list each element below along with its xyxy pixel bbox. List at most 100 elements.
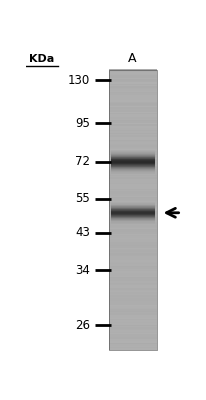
Text: 55: 55	[75, 192, 90, 206]
Bar	[109, 191, 157, 193]
Bar	[109, 134, 157, 136]
Bar	[109, 188, 157, 190]
Bar	[109, 173, 157, 175]
Bar	[109, 256, 157, 257]
Bar	[111, 153, 155, 154]
Bar	[109, 296, 157, 298]
Bar	[109, 145, 157, 147]
Bar	[109, 176, 157, 178]
Bar	[109, 316, 157, 318]
Bar	[109, 264, 157, 266]
Bar	[109, 211, 157, 212]
Bar	[109, 284, 157, 285]
Bar	[109, 116, 157, 117]
Bar	[109, 244, 157, 246]
Text: 95: 95	[75, 117, 90, 130]
Bar	[109, 309, 157, 311]
Bar	[109, 214, 157, 215]
Bar	[109, 78, 157, 79]
Bar	[109, 232, 157, 234]
Bar	[109, 128, 157, 130]
Bar	[109, 197, 157, 198]
Bar	[109, 82, 157, 84]
Bar	[109, 122, 157, 124]
Bar	[109, 281, 157, 282]
Bar	[109, 204, 157, 206]
Bar	[109, 242, 157, 243]
Bar	[109, 226, 157, 228]
Bar	[109, 76, 157, 78]
Bar	[109, 267, 157, 268]
Bar	[109, 260, 157, 262]
Bar	[109, 121, 157, 123]
Bar	[109, 136, 157, 138]
Bar	[109, 194, 157, 196]
Bar	[109, 330, 157, 332]
Bar	[109, 163, 157, 165]
Bar	[109, 183, 157, 184]
Bar	[109, 274, 157, 276]
Bar	[109, 310, 157, 312]
Bar	[109, 288, 157, 290]
Bar	[109, 221, 157, 222]
Bar	[109, 164, 157, 166]
Bar	[111, 164, 155, 165]
Bar	[109, 282, 157, 284]
Bar	[109, 327, 157, 329]
Bar	[109, 74, 157, 75]
Bar	[111, 157, 155, 158]
Bar	[111, 167, 155, 168]
Bar	[109, 233, 157, 235]
Bar	[109, 89, 157, 90]
Bar	[109, 155, 157, 156]
Bar	[109, 88, 157, 89]
Bar	[109, 117, 157, 119]
Bar	[109, 249, 157, 250]
Bar	[109, 334, 157, 336]
Bar	[109, 141, 157, 142]
Bar	[109, 187, 157, 189]
Bar	[109, 302, 157, 304]
Bar	[109, 132, 157, 134]
Bar	[109, 103, 157, 104]
Bar	[109, 342, 157, 344]
Bar	[109, 131, 157, 133]
Bar	[109, 166, 157, 168]
Bar	[109, 99, 157, 100]
Bar	[111, 166, 155, 167]
Bar	[111, 163, 155, 164]
Bar	[109, 71, 157, 72]
Bar	[109, 243, 157, 245]
Text: KDa: KDa	[29, 54, 54, 64]
Bar	[109, 124, 157, 126]
Bar	[109, 212, 157, 214]
Bar	[109, 294, 157, 295]
Bar	[109, 222, 157, 224]
Bar	[109, 108, 157, 110]
Bar	[109, 240, 157, 242]
Bar	[109, 85, 157, 86]
Bar	[109, 236, 157, 238]
Bar	[109, 337, 157, 339]
Bar	[109, 148, 157, 150]
Bar	[109, 291, 157, 292]
Bar	[109, 160, 157, 162]
Bar	[109, 192, 157, 194]
Bar	[109, 130, 157, 131]
Bar	[109, 153, 157, 155]
Bar	[109, 252, 157, 253]
Bar	[111, 170, 155, 171]
Text: 130: 130	[68, 74, 90, 87]
Bar	[109, 96, 157, 98]
Bar	[111, 159, 155, 160]
Bar	[109, 340, 157, 342]
Bar	[109, 93, 157, 95]
Bar	[109, 299, 157, 301]
Bar	[109, 254, 157, 256]
Bar	[109, 216, 157, 218]
Bar	[109, 228, 157, 229]
Bar	[111, 151, 155, 152]
Bar	[111, 160, 155, 161]
Bar	[109, 146, 157, 148]
Bar	[109, 277, 157, 278]
